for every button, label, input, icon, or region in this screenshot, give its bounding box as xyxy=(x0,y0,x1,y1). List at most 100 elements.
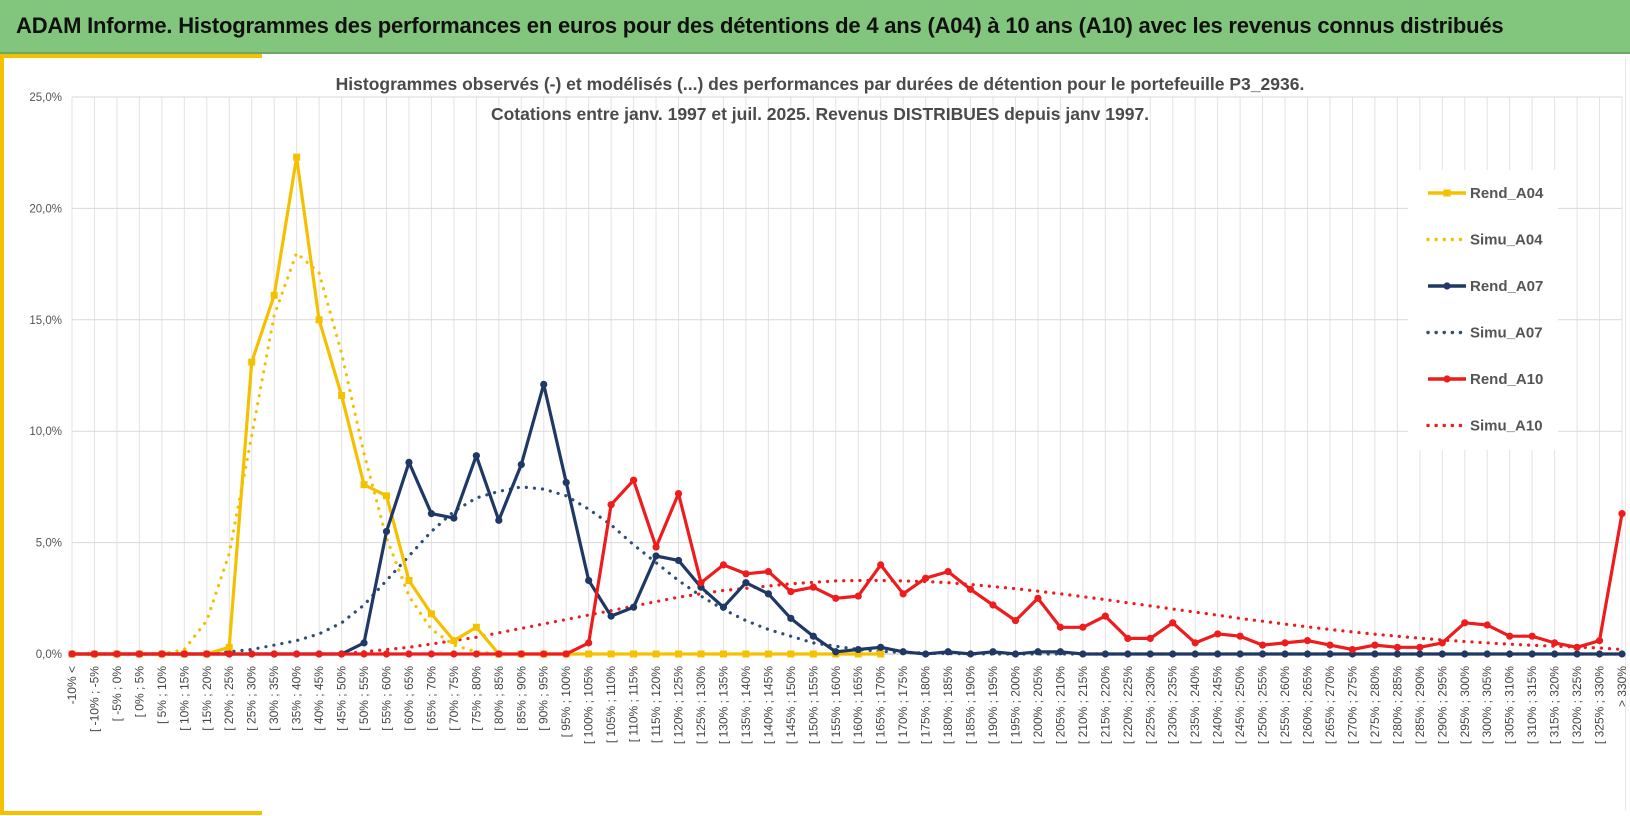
data-point xyxy=(180,650,188,658)
data-point xyxy=(405,458,413,466)
data-point xyxy=(629,476,638,484)
x-tick-label: [ 295% ; 300% xyxy=(1458,666,1472,744)
data-point xyxy=(809,650,817,658)
data-point xyxy=(1281,650,1289,658)
x-tick-label: [ 135% ; 140% xyxy=(739,666,753,744)
legend-label: Rend_A07 xyxy=(1470,278,1543,295)
series-line xyxy=(70,485,1624,656)
x-tick-label: [ 190% ; 195% xyxy=(986,666,1000,744)
x-tick-label: [ 245% ; 250% xyxy=(1233,666,1247,744)
data-point xyxy=(764,590,772,598)
y-axis: 0,0% 5,0% 10,0% 15,0% 20,0% 25,0% xyxy=(29,92,62,661)
series xyxy=(68,153,1626,658)
x-tick-label: -10% < xyxy=(65,666,79,704)
data-point xyxy=(1258,641,1267,649)
x-tick-label: [ 310% ; 315% xyxy=(1525,666,1539,744)
series-rend-a10 xyxy=(68,476,1626,658)
y-tick-label: 15,0% xyxy=(29,315,62,327)
legend-label: Rend_A10 xyxy=(1470,371,1543,388)
data-point xyxy=(652,552,660,560)
x-tick-label: [ 100% ; 105% xyxy=(582,666,596,744)
data-point xyxy=(764,567,772,576)
data-point xyxy=(382,650,391,658)
data-point xyxy=(742,579,750,587)
data-point xyxy=(1573,650,1581,658)
x-tick-label: [ 305% ; 310% xyxy=(1503,666,1517,744)
data-point xyxy=(832,648,840,656)
data-point xyxy=(1146,634,1154,643)
data-point xyxy=(944,648,952,656)
data-point xyxy=(517,461,525,469)
data-point xyxy=(90,650,99,658)
data-point xyxy=(832,594,840,602)
data-point xyxy=(562,478,570,487)
x-tick-label: [ 145% ; 150% xyxy=(784,666,798,744)
x-tick-label: [ 60% ; 65% xyxy=(402,666,416,731)
data-point xyxy=(629,603,638,611)
data-point xyxy=(1461,650,1469,658)
x-tick-label: [ 180% ; 185% xyxy=(941,666,955,744)
data-point xyxy=(1169,619,1177,627)
data-point xyxy=(1461,619,1469,627)
data-point xyxy=(652,650,660,658)
data-point xyxy=(113,650,121,658)
data-point xyxy=(450,514,458,522)
data-point xyxy=(1079,650,1087,658)
legend-item-rend-a10: Rend_A10 xyxy=(1428,371,1543,388)
data-point xyxy=(495,650,503,658)
data-point xyxy=(697,650,705,658)
legend-item-simu-a07: Simu_A07 xyxy=(1426,325,1543,342)
legend-item-simu-a04: Simu_A04 xyxy=(1426,232,1543,249)
data-point xyxy=(203,650,211,658)
data-point xyxy=(1191,650,1199,658)
data-point xyxy=(248,358,256,366)
data-point xyxy=(472,650,480,658)
data-point xyxy=(1595,637,1604,645)
data-point xyxy=(427,510,436,518)
x-tick-label: [ 240% ; 245% xyxy=(1211,666,1225,744)
x-tick-label: [ 315% ; 320% xyxy=(1548,666,1562,744)
x-tick-label: [ 320% ; 325% xyxy=(1570,666,1584,744)
x-tick-label: [ 120% ; 125% xyxy=(672,666,686,744)
data-point xyxy=(360,481,368,489)
data-point xyxy=(607,501,615,509)
legend-marker xyxy=(1443,282,1451,290)
legend: Rend_A04 Simu_A04 Rend_A07 Simu_A07 Rend_A10… xyxy=(1408,170,1558,450)
x-tick-label: [ 195% ; 200% xyxy=(1008,666,1022,744)
y-tick-label: 10,0% xyxy=(29,426,62,438)
data-point xyxy=(697,579,705,587)
data-point xyxy=(1348,645,1357,654)
x-tick-label: [ 300% ; 305% xyxy=(1480,666,1494,744)
data-point xyxy=(1011,616,1020,625)
data-point xyxy=(674,556,683,565)
x-tick-label: [ 55% ; 60% xyxy=(379,666,393,731)
data-point xyxy=(1214,650,1222,658)
x-tick-label: [ 210% ; 215% xyxy=(1076,666,1090,744)
data-point xyxy=(1528,650,1536,658)
data-point xyxy=(877,561,885,569)
data-point xyxy=(787,650,795,658)
data-point xyxy=(248,650,256,658)
data-point xyxy=(517,650,525,658)
x-tick-label: [ 15% ; 20% xyxy=(200,666,214,731)
data-point xyxy=(1416,643,1424,651)
x-axis: -10% < [ -10% ; -5% [ -5% ; 0% [ 0% ; 5% [ 5… xyxy=(65,666,1629,744)
data-point xyxy=(1236,632,1244,640)
x-tick-label: [ 75% ; 80% xyxy=(469,666,483,731)
data-point xyxy=(989,601,997,609)
data-point xyxy=(1326,650,1334,658)
legend-item-simu-a10: Simu_A10 xyxy=(1426,418,1543,435)
data-point xyxy=(764,650,772,658)
data-point xyxy=(1506,632,1514,640)
data-point xyxy=(495,516,503,524)
x-tick-label: [ 50% ; 55% xyxy=(357,666,371,731)
x-tick-label: [ 185% ; 190% xyxy=(964,666,978,744)
data-point xyxy=(360,650,368,658)
x-tick-label: > 330% xyxy=(1615,666,1629,707)
data-point xyxy=(1416,650,1424,658)
x-tick-label: [ 150% ; 155% xyxy=(806,666,820,744)
legend-marker xyxy=(1443,375,1451,383)
data-point xyxy=(787,588,795,596)
data-point xyxy=(360,639,368,647)
